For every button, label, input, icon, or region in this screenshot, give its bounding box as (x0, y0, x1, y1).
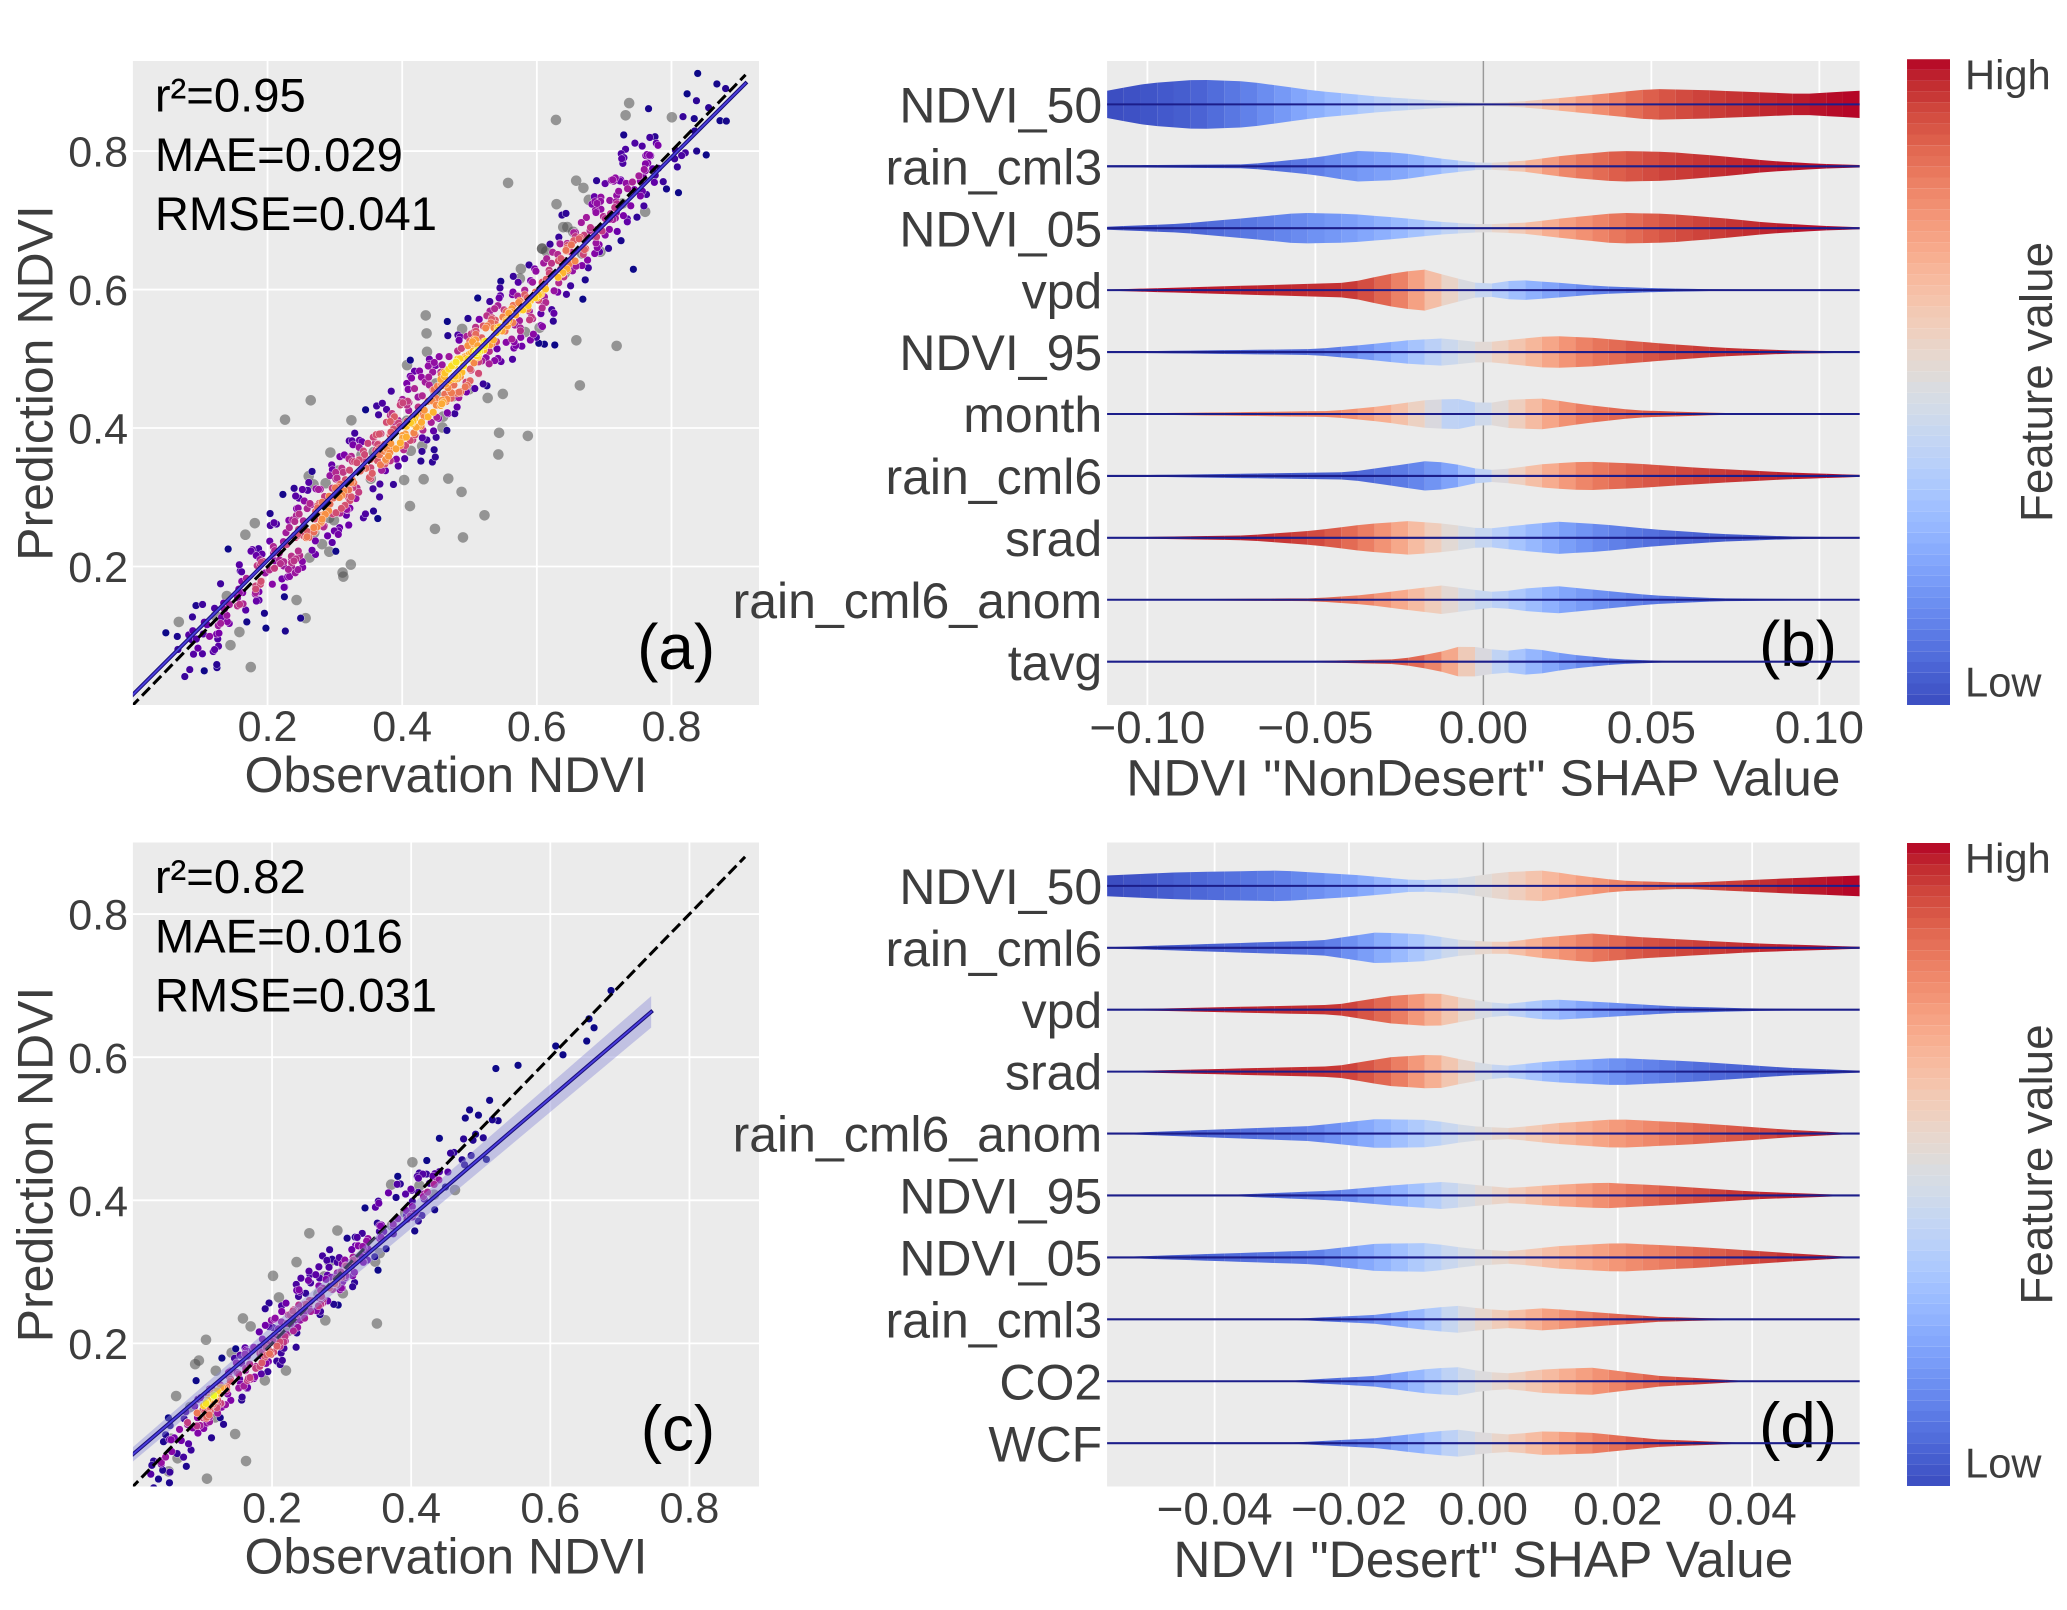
svg-text:NDVI_05: NDVI_05 (899, 201, 1102, 257)
svg-text:vpd: vpd (1022, 983, 1103, 1039)
svg-text:Feature value: Feature value (2011, 1024, 2062, 1304)
svg-text:(b): (b) (1759, 608, 1837, 680)
svg-text:0.10: 0.10 (1775, 702, 1864, 753)
svg-text:RMSE=0.031: RMSE=0.031 (155, 970, 437, 1023)
svg-text:Prediction NDVI: Prediction NDVI (7, 987, 63, 1343)
svg-text:0.6: 0.6 (68, 267, 128, 315)
svg-text:NDVI_05: NDVI_05 (899, 1231, 1102, 1287)
svg-text:0.8: 0.8 (660, 1485, 720, 1533)
svg-text:0.05: 0.05 (1607, 702, 1696, 753)
svg-text:(a): (a) (637, 611, 715, 683)
svg-text:r²=0.95: r²=0.95 (155, 69, 306, 122)
svg-text:NDVI_50: NDVI_50 (899, 859, 1102, 915)
svg-text:MAE=0.029: MAE=0.029 (155, 129, 403, 182)
svg-text:r²=0.82: r²=0.82 (155, 851, 306, 904)
svg-text:0.8: 0.8 (642, 703, 702, 751)
svg-text:NDVI_95: NDVI_95 (899, 325, 1102, 381)
svg-text:0.02: 0.02 (1573, 1484, 1662, 1535)
svg-text:0.8: 0.8 (68, 129, 128, 177)
svg-text:0.2: 0.2 (68, 544, 128, 592)
svg-text:High: High (1965, 835, 2051, 882)
svg-text:0.00: 0.00 (1439, 1484, 1528, 1535)
svg-text:Low: Low (1965, 1439, 2042, 1486)
svg-text:0.2: 0.2 (242, 1485, 302, 1533)
svg-text:0.4: 0.4 (372, 703, 432, 751)
svg-text:0.4: 0.4 (381, 1485, 441, 1533)
svg-text:rain_cml6: rain_cml6 (885, 449, 1102, 505)
svg-text:NDVI "NonDesert" SHAP Value: NDVI "NonDesert" SHAP Value (1126, 748, 1840, 806)
svg-text:CO2: CO2 (999, 1354, 1102, 1410)
svg-text:−0.02: −0.02 (1291, 1484, 1407, 1535)
svg-text:Observation NDVI: Observation NDVI (244, 747, 647, 803)
svg-text:Low: Low (1965, 658, 2042, 705)
svg-text:NDVI_50: NDVI_50 (899, 77, 1102, 133)
svg-text:0.4: 0.4 (68, 1178, 128, 1226)
svg-text:Prediction NDVI: Prediction NDVI (7, 205, 63, 561)
svg-text:−0.05: −0.05 (1257, 702, 1373, 753)
svg-text:vpd: vpd (1022, 263, 1103, 319)
svg-text:Observation NDVI: Observation NDVI (244, 1528, 647, 1584)
svg-text:srad: srad (1005, 1045, 1102, 1101)
svg-text:0.2: 0.2 (68, 1321, 128, 1369)
svg-text:tavg: tavg (1008, 635, 1103, 691)
svg-text:0.6: 0.6 (507, 703, 567, 751)
svg-text:rain_cml6: rain_cml6 (885, 921, 1102, 977)
svg-text:0.6: 0.6 (520, 1485, 580, 1533)
svg-text:0.2: 0.2 (238, 703, 298, 751)
svg-text:WCF: WCF (988, 1416, 1102, 1472)
svg-text:month: month (963, 387, 1102, 443)
svg-text:0.00: 0.00 (1439, 702, 1528, 753)
svg-text:rain_cml3: rain_cml3 (885, 139, 1102, 195)
svg-text:rain_cml6_anom: rain_cml6_anom (733, 1107, 1103, 1163)
svg-text:0.6: 0.6 (68, 1035, 128, 1083)
svg-text:NDVI "Desert" SHAP Value: NDVI "Desert" SHAP Value (1173, 1530, 1793, 1588)
svg-text:MAE=0.016: MAE=0.016 (155, 910, 403, 963)
svg-text:−0.04: −0.04 (1157, 1484, 1273, 1535)
svg-text:srad: srad (1005, 511, 1102, 567)
svg-text:RMSE=0.041: RMSE=0.041 (155, 188, 437, 241)
svg-text:Feature value: Feature value (2011, 242, 2062, 522)
svg-text:0.04: 0.04 (1708, 1484, 1797, 1535)
svg-text:(d): (d) (1759, 1389, 1837, 1461)
svg-text:NDVI_95: NDVI_95 (899, 1169, 1102, 1225)
svg-text:0.4: 0.4 (68, 406, 128, 454)
svg-text:rain_cml3: rain_cml3 (885, 1292, 1102, 1348)
svg-text:0.8: 0.8 (68, 892, 128, 940)
svg-text:High: High (1965, 51, 2051, 98)
svg-text:rain_cml6_anom: rain_cml6_anom (733, 573, 1103, 629)
svg-text:(c): (c) (641, 1393, 715, 1465)
svg-text:−0.10: −0.10 (1089, 702, 1205, 753)
